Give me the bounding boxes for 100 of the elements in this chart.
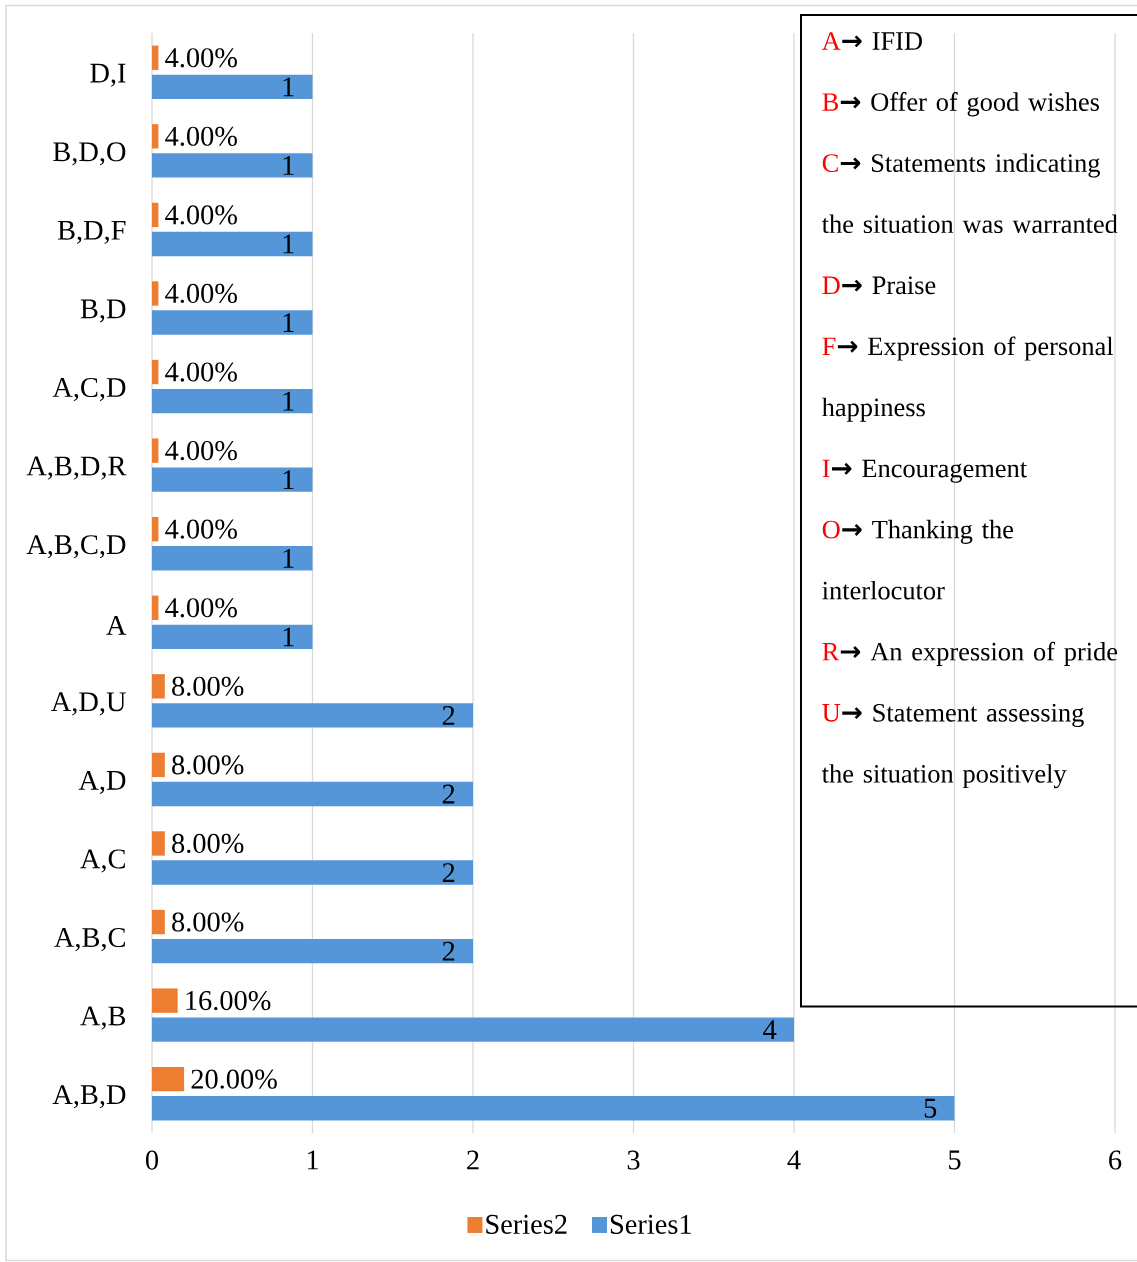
data-label: 8.00% bbox=[172, 676, 244, 696]
y-tick-label: A,B,D bbox=[52, 1085, 126, 1109]
annotation: I bbox=[822, 459, 830, 478]
data-label: 4.00% bbox=[165, 362, 237, 382]
x-tick-label: 1 bbox=[307, 1150, 318, 1170]
data-label: 1 bbox=[283, 391, 294, 411]
bar bbox=[152, 781, 473, 807]
data-label: 1 bbox=[283, 156, 294, 175]
data-label: 1 bbox=[283, 627, 294, 647]
bar bbox=[152, 438, 159, 463]
data-label: 1 bbox=[283, 313, 294, 332]
y-tick-label: A,D,U bbox=[51, 692, 126, 716]
annotation: → IFID bbox=[842, 32, 922, 50]
x-tick-label: 5 bbox=[949, 1150, 961, 1170]
data-label: 2 bbox=[442, 863, 455, 882]
text: interlocutor bbox=[822, 580, 945, 600]
y-tick-label: A,B,C,D bbox=[26, 535, 126, 559]
y-tick-label: A,D bbox=[78, 770, 126, 794]
bar bbox=[152, 359, 159, 385]
x-tick-label: 3 bbox=[627, 1150, 640, 1170]
bar bbox=[152, 674, 165, 699]
y-tick-label: B,D,O bbox=[53, 142, 126, 166]
data-label: 4.00% bbox=[165, 440, 237, 461]
bar bbox=[152, 1067, 185, 1092]
y-tick-label: A,C bbox=[80, 849, 125, 873]
text: the situation positively bbox=[821, 764, 1067, 789]
legend-label: Series1 bbox=[610, 1214, 691, 1234]
annotation: F bbox=[822, 337, 836, 355]
bar bbox=[152, 124, 159, 149]
bar bbox=[152, 517, 159, 542]
bar bbox=[152, 231, 313, 257]
text: → Expression of personal bbox=[837, 336, 1114, 361]
legend-label: Series2 bbox=[486, 1214, 567, 1234]
data-label: 8.00% bbox=[172, 833, 244, 854]
data-label: 4.00% bbox=[165, 48, 237, 68]
bar bbox=[152, 202, 159, 228]
data-label: 1 bbox=[283, 470, 294, 490]
x-tick-label: 6 bbox=[1109, 1150, 1122, 1170]
annotation: → Praise bbox=[842, 276, 936, 295]
data-label: 20.00% bbox=[191, 1069, 277, 1089]
bar bbox=[152, 703, 473, 728]
annotation: → An expression of pride bbox=[840, 641, 1118, 666]
x-tick-label: 0 bbox=[145, 1150, 159, 1170]
bar bbox=[152, 909, 165, 935]
annotation: C bbox=[822, 154, 838, 173]
data-label: 5 bbox=[924, 1098, 937, 1118]
y-tick-label: A,B bbox=[80, 1006, 126, 1030]
text: the situation was warranted bbox=[821, 214, 1118, 234]
y-tick-label: B,D,F bbox=[57, 220, 126, 244]
bar bbox=[152, 595, 159, 620]
y-tick-label: A bbox=[106, 615, 127, 635]
data-label: 8.00% bbox=[172, 912, 244, 932]
bar bbox=[152, 45, 159, 70]
y-tick-label: A,B,D,R bbox=[26, 456, 127, 480]
data-label: 4 bbox=[763, 1020, 777, 1040]
y-tick-label: A,C,D bbox=[52, 378, 126, 402]
bar bbox=[152, 74, 313, 100]
bar bbox=[152, 860, 473, 885]
data-label: 2 bbox=[442, 706, 455, 725]
annotation: → Offer of good wishes bbox=[840, 92, 1099, 117]
y-tick-label: D,I bbox=[90, 63, 126, 87]
data-label: 2 bbox=[442, 784, 455, 804]
bar bbox=[152, 388, 313, 414]
annotation: D bbox=[822, 276, 840, 294]
annotation: O bbox=[822, 520, 840, 539]
bar bbox=[152, 752, 165, 778]
data-label: 4.00% bbox=[165, 598, 237, 618]
data-label: 8.00% bbox=[172, 755, 244, 775]
text: → Statement assessing bbox=[842, 703, 1084, 728]
text: happiness bbox=[821, 397, 925, 422]
text: → Thanking the bbox=[842, 519, 1014, 544]
bar bbox=[152, 1017, 794, 1042]
data-label: 4.00% bbox=[165, 519, 237, 539]
annotation: → Encouragement bbox=[832, 459, 1027, 483]
x-tick-label: 4 bbox=[787, 1150, 801, 1170]
annotation: R bbox=[822, 643, 840, 661]
x-tick-label: 2 bbox=[467, 1150, 479, 1170]
data-label: 4.00% bbox=[165, 126, 237, 146]
y-tick-label: A,B,C bbox=[54, 928, 125, 952]
bar bbox=[152, 153, 313, 178]
bar bbox=[152, 831, 165, 856]
bar bbox=[152, 624, 313, 650]
bar bbox=[152, 938, 473, 964]
data-label: 16.00% bbox=[186, 990, 271, 1011]
data-label: 2 bbox=[442, 941, 455, 961]
annotation: B bbox=[822, 93, 839, 111]
bar bbox=[152, 546, 313, 571]
data-label: 1 bbox=[283, 77, 294, 97]
annotation: U bbox=[822, 704, 841, 722]
bar bbox=[152, 988, 178, 1013]
bar bbox=[152, 310, 313, 335]
bar bbox=[152, 1096, 955, 1121]
y-tick-label: B,D bbox=[80, 299, 126, 323]
data-label: 4.00% bbox=[165, 283, 237, 304]
text: → Statements indicating bbox=[840, 153, 1100, 178]
annotation: A bbox=[821, 32, 841, 50]
bar bbox=[152, 467, 313, 492]
data-label: 4.00% bbox=[165, 205, 237, 225]
data-label: 1 bbox=[283, 548, 294, 568]
bar bbox=[152, 281, 159, 306]
